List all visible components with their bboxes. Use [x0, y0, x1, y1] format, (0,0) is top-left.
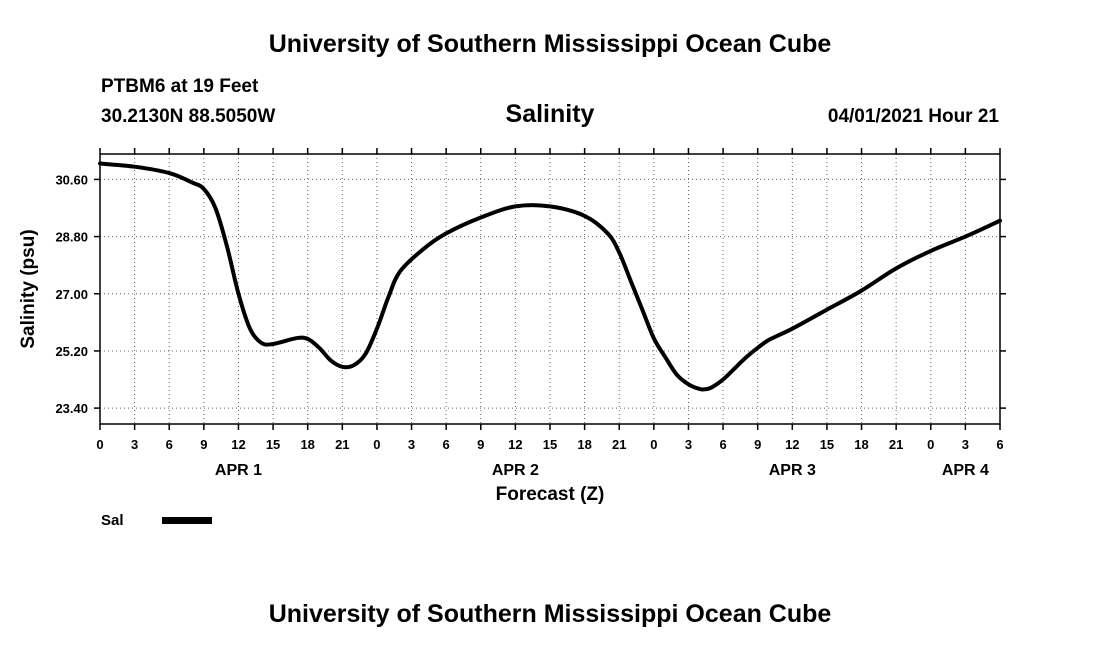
x-tick-label: 3 — [685, 437, 692, 452]
day-label: APR 4 — [942, 462, 989, 479]
x-tick-label: 9 — [477, 437, 484, 452]
variable-title: Salinity — [505, 100, 595, 128]
x-tick-label: 9 — [200, 437, 207, 452]
series-line-sal — [98, 161, 1002, 392]
x-tick-label: 6 — [996, 437, 1003, 452]
x-axis-label: Forecast (Z) — [496, 484, 605, 505]
day-label: APR 1 — [215, 462, 262, 479]
axis-ticks: 23.40 25.20 27.00 28.80 30.60 0 3 6 9 12 15 18 21 0 3 6… — [55, 148, 1006, 479]
y-tick-label: 30.60 — [55, 172, 88, 187]
day-label: APR 2 — [492, 462, 539, 479]
x-tick-label: 3 — [408, 437, 415, 452]
x-tick-label: 21 — [612, 437, 626, 452]
x-tick-label: 0 — [96, 437, 103, 452]
x-tick-label: 15 — [820, 437, 834, 452]
x-tick-label: 15 — [266, 437, 280, 452]
chart-title-bottom: University of Southern Mississippi Ocean… — [268, 600, 832, 628]
x-tick-label: 3 — [962, 437, 969, 452]
x-tick-label: 0 — [927, 437, 934, 452]
y-tick-label: 23.40 — [55, 401, 88, 416]
x-tick-label: 6 — [719, 437, 726, 452]
x-tick-label: 12 — [508, 437, 522, 452]
legend-label: Sal — [101, 512, 124, 529]
x-tick-label: 3 — [131, 437, 138, 452]
day-label: APR 3 — [769, 462, 816, 479]
timestamp-label: 04/01/2021 Hour 21 — [827, 106, 999, 127]
coordinates-label: 30.2130N 88.5050W — [101, 106, 276, 127]
x-tick-label: 0 — [650, 437, 657, 452]
x-tick-label: 21 — [335, 437, 349, 452]
legend-line-swatch — [162, 517, 212, 524]
x-tick-label: 15 — [543, 437, 557, 452]
x-tick-label: 18 — [577, 437, 591, 452]
x-tick-label: 6 — [443, 437, 450, 452]
x-tick-label: 0 — [373, 437, 380, 452]
x-tick-label: 18 — [300, 437, 314, 452]
x-tick-label: 18 — [854, 437, 868, 452]
y-tick-label: 28.80 — [55, 230, 88, 245]
x-tick-label: 6 — [166, 437, 173, 452]
y-tick-label: 27.00 — [55, 287, 88, 302]
station-label: PTBM6 at 19 Feet — [101, 76, 259, 97]
x-tick-label: 21 — [889, 437, 903, 452]
x-tick-label: 12 — [231, 437, 245, 452]
y-axis-label: Salinity (psu) — [18, 229, 39, 348]
x-tick-label: 9 — [754, 437, 761, 452]
y-tick-label: 25.20 — [55, 344, 88, 359]
x-tick-label: 12 — [785, 437, 799, 452]
chart-title-top: University of Southern Mississippi Ocean… — [268, 30, 832, 58]
